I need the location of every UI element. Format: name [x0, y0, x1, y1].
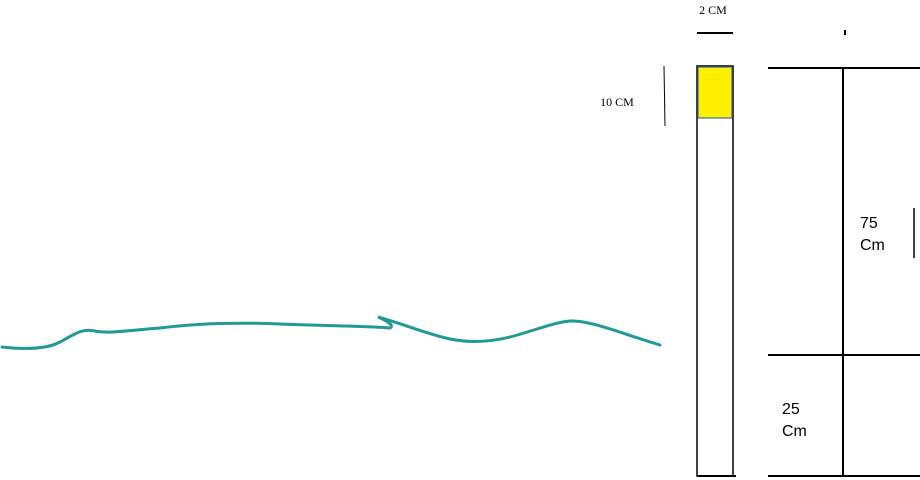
ground-line — [0, 315, 662, 350]
width-label: 2 CM — [699, 3, 727, 17]
upper-value: 75 — [860, 215, 878, 232]
lower-value: 25 — [782, 401, 800, 418]
cap-label: 10 CM — [600, 95, 634, 109]
lower-unit: Cm — [782, 423, 807, 440]
cap — [697, 66, 733, 119]
column — [696, 65, 734, 477]
upper-unit: Cm — [860, 237, 885, 254]
cap-mark — [663, 65, 666, 127]
